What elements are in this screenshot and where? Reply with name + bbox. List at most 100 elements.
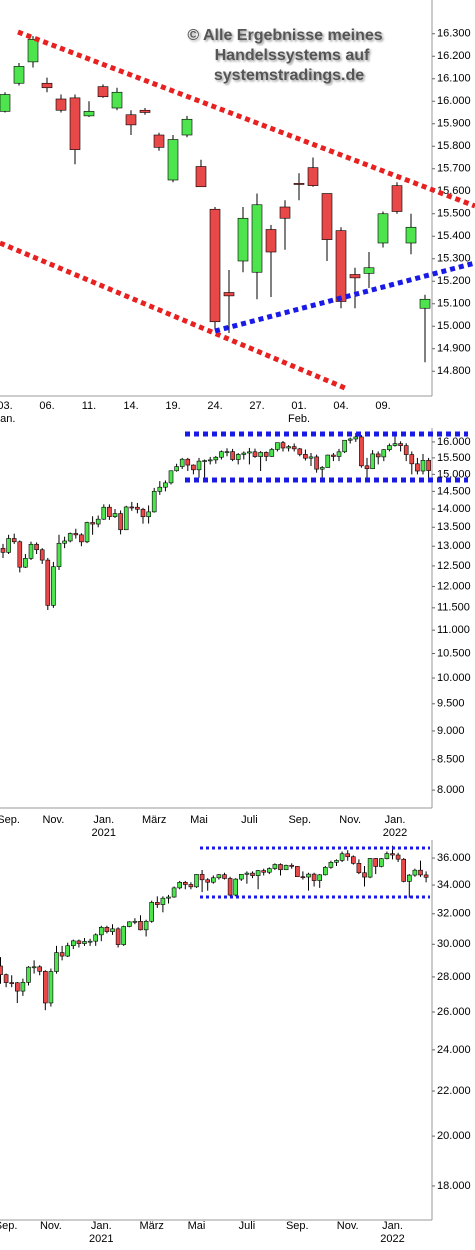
x-tick-label: 2021 bbox=[92, 827, 116, 839]
candle-body bbox=[289, 864, 295, 867]
candle-body bbox=[321, 193, 333, 240]
candle-body bbox=[409, 454, 415, 465]
candle-body bbox=[69, 97, 81, 150]
y-tick-label: 16.000 bbox=[437, 436, 471, 448]
candle-body bbox=[401, 858, 407, 882]
candle-body bbox=[27, 39, 39, 63]
x-tick-label: Jan. bbox=[385, 814, 406, 826]
candle-body bbox=[390, 853, 395, 856]
x-tick-label: Sep. bbox=[0, 1220, 17, 1232]
candle-body bbox=[420, 460, 426, 472]
candle-body bbox=[412, 869, 418, 876]
candle-body bbox=[71, 940, 76, 947]
candle-body bbox=[179, 458, 185, 467]
candle-body bbox=[250, 872, 255, 876]
y-tick-label: 16.200 bbox=[437, 50, 471, 62]
candle-body bbox=[177, 882, 182, 889]
candle-body bbox=[307, 167, 319, 186]
candle-body bbox=[188, 884, 194, 888]
x-tick-label: März bbox=[142, 814, 166, 826]
watermark: © Alle Ergebnisse meines bbox=[187, 27, 382, 44]
candle-body bbox=[194, 874, 199, 888]
candle-body bbox=[294, 866, 300, 878]
candle-body bbox=[325, 454, 331, 468]
candle-body bbox=[406, 874, 412, 882]
candle-body bbox=[255, 870, 261, 876]
candle-body bbox=[247, 451, 252, 454]
candle-body bbox=[207, 459, 213, 462]
candle-body bbox=[111, 91, 123, 109]
candle-body bbox=[209, 208, 221, 323]
candle-body bbox=[13, 66, 25, 84]
candle-body bbox=[54, 952, 59, 972]
candle-body bbox=[342, 439, 347, 453]
x-tick-label: Nov. bbox=[40, 1220, 62, 1232]
candle-body bbox=[328, 862, 334, 868]
candle-body bbox=[87, 940, 93, 943]
candle-body bbox=[391, 185, 403, 212]
candle-body bbox=[350, 856, 356, 864]
candle-body bbox=[83, 111, 95, 117]
candle-body bbox=[216, 874, 222, 879]
candle-body bbox=[65, 945, 70, 957]
candle-body bbox=[219, 451, 224, 458]
candle-body bbox=[168, 470, 174, 484]
y-tick-label: 34.000 bbox=[437, 879, 471, 891]
y-tick-label: 8.000 bbox=[437, 784, 465, 796]
candle-body bbox=[48, 971, 54, 1004]
candle-body bbox=[377, 213, 389, 244]
y-tick-label: 14.500 bbox=[437, 485, 471, 497]
candle-body bbox=[353, 436, 359, 440]
candle-body bbox=[364, 465, 370, 470]
candle-body bbox=[157, 486, 163, 492]
candle-body bbox=[101, 506, 107, 520]
x-tick-label: Juli bbox=[241, 814, 258, 826]
candle-body bbox=[6, 538, 11, 553]
y-tick-label: 32.000 bbox=[437, 908, 471, 920]
candle-body bbox=[266, 868, 272, 873]
candle-body bbox=[349, 274, 361, 279]
candle-body bbox=[291, 446, 297, 450]
y-tick-label: 16.300 bbox=[437, 28, 471, 40]
candle-body bbox=[331, 454, 336, 457]
candle-body bbox=[185, 458, 191, 466]
candle-body bbox=[155, 902, 160, 905]
candle-body bbox=[367, 858, 373, 878]
candle-body bbox=[336, 451, 342, 457]
x-tick-label: Jan. bbox=[382, 1220, 403, 1232]
watermark: systemstradings.de bbox=[214, 67, 364, 84]
x-tick-label: 11. bbox=[82, 400, 96, 412]
candle-body bbox=[359, 436, 364, 467]
candle-body bbox=[140, 508, 146, 518]
y-tick-label: 24.000 bbox=[437, 1044, 471, 1056]
candle-body bbox=[261, 870, 267, 873]
y-tick-label: 20.000 bbox=[437, 1130, 471, 1142]
candle-body bbox=[45, 559, 51, 606]
candle-body bbox=[62, 540, 67, 544]
candle-body bbox=[308, 456, 314, 459]
candle-body bbox=[423, 874, 429, 878]
candle-body bbox=[265, 229, 277, 253]
candle-body bbox=[213, 456, 219, 461]
candle-body bbox=[398, 443, 403, 446]
candle-body bbox=[191, 464, 196, 471]
y-tick-label: 15.800 bbox=[437, 140, 471, 152]
candle-body bbox=[97, 86, 109, 98]
x-tick-label: 24. bbox=[207, 400, 222, 412]
candle-body bbox=[15, 982, 20, 992]
candle-body bbox=[293, 183, 305, 185]
candle-body bbox=[90, 522, 95, 525]
y-tick-label: 36.000 bbox=[437, 852, 471, 864]
candle-body bbox=[160, 897, 166, 905]
candle-body bbox=[244, 872, 250, 875]
trend-line bbox=[17, 29, 475, 209]
candle-body bbox=[211, 877, 216, 883]
candle-body bbox=[167, 139, 179, 181]
candle-body bbox=[384, 853, 390, 859]
x-tick-label: 2022 bbox=[380, 1233, 404, 1245]
x-tick-label: Jan. bbox=[93, 814, 114, 826]
candle-body bbox=[356, 863, 362, 874]
candle-body bbox=[112, 513, 118, 517]
